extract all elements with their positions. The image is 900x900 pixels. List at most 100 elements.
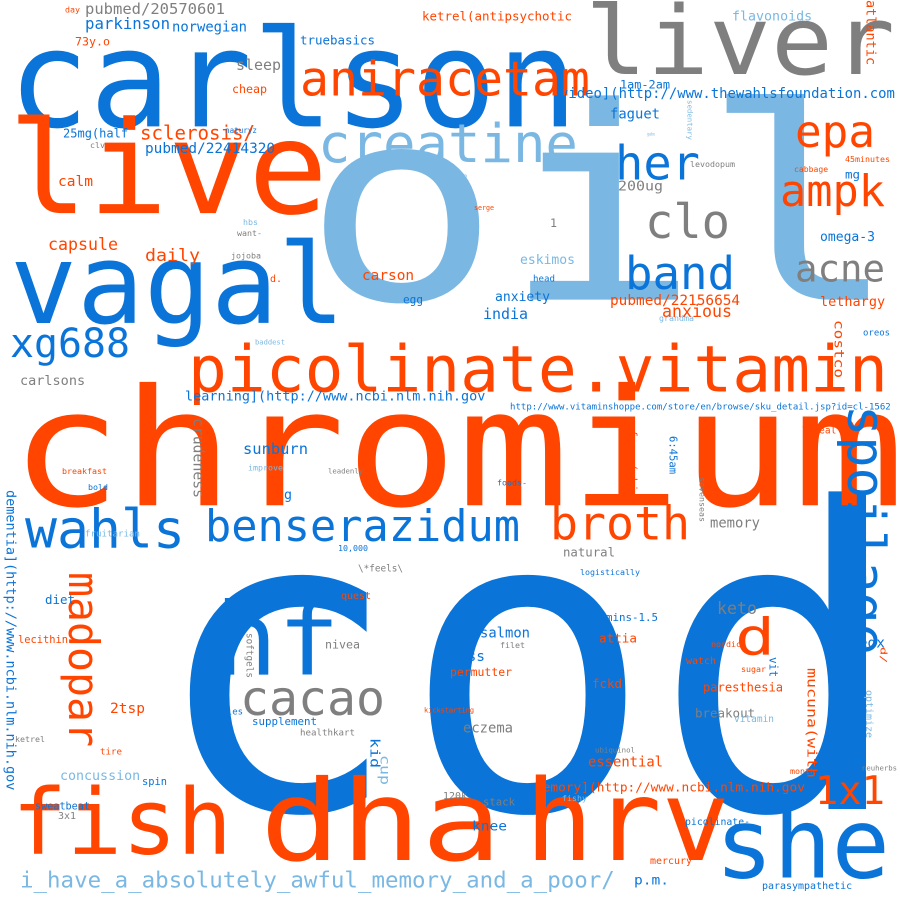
word-17: her [615, 136, 700, 192]
word-6: vagal [10, 220, 345, 350]
word-141: vitamin [734, 713, 775, 725]
word-103: eczema [463, 720, 514, 737]
word-151: month [790, 765, 816, 776]
word-64: mg [845, 168, 861, 182]
word-35: video](http://www.thewahlsfoundation.com [560, 86, 895, 102]
word-148: grandma [659, 312, 695, 323]
word-24: broth [550, 496, 690, 551]
word-105: 2tsp [110, 701, 146, 718]
word-59: carlsons [20, 372, 86, 389]
word-77: improve [248, 462, 284, 473]
word-89: lecithin [18, 633, 69, 646]
word-136: leadenly [328, 466, 364, 476]
word-115: ubiquinol [595, 745, 636, 755]
word-86: fruitarian [85, 529, 140, 540]
word-7: fish [12, 768, 232, 876]
word-110: tire [100, 747, 123, 758]
word-3: carlson [8, 0, 578, 159]
word-74: head [533, 274, 556, 285]
word-65: cabbage [794, 165, 829, 174]
word-94: nordic [711, 638, 742, 649]
word-29: 1x1 [815, 769, 885, 815]
word-85: natural [563, 545, 616, 560]
word-73: india [483, 305, 529, 323]
word-76: sunburn [243, 439, 309, 458]
word-60: faguet [610, 106, 661, 123]
word-23: benserazidum [205, 502, 520, 553]
word-119: sweatbeat [35, 801, 91, 813]
word-137: quest [341, 591, 372, 602]
word-52: clv [90, 139, 106, 150]
word-13: creatine [318, 112, 578, 176]
word-114: essential [588, 754, 664, 771]
word-124: picolinate- [685, 817, 751, 829]
word-45: cheap [232, 82, 268, 97]
word-118: spin [142, 775, 168, 788]
word-15: epa [795, 106, 875, 158]
word-121: stack [483, 795, 516, 809]
word-144: want- [237, 227, 263, 238]
word-91: fckd [592, 675, 623, 691]
word-81: g [284, 487, 293, 503]
word-56: daily [145, 245, 201, 266]
word-140: vit [766, 657, 780, 678]
word-125: mercury [650, 856, 693, 867]
word-102: kickstarting [424, 706, 475, 715]
word-68: oreos [863, 328, 891, 339]
word-131: nivea [325, 638, 361, 652]
word-33: pubmed/22414320 [145, 140, 276, 157]
word-12: aniracetam [300, 51, 590, 108]
word-106: supplement [252, 715, 318, 729]
word-55: capsule [48, 235, 119, 255]
word-19: acne [795, 246, 885, 291]
word-31: dementia](http://www.ncbi.nlm.nih.gov [2, 490, 19, 791]
word-46: ketrel(antipsychotic [422, 9, 573, 24]
word-67: lethargy [820, 293, 886, 310]
word-104: breakout [695, 705, 756, 721]
word-95: tedx [850, 635, 886, 652]
word-66: omega-3 [820, 230, 875, 245]
word-101: paresthesia [703, 680, 784, 695]
word-108: healthkart [300, 728, 355, 739]
word-145: rosita [449, 173, 468, 180]
word-37: memory](http://www.ncbi.nlm.nih.gov [535, 780, 805, 796]
word-139: sevenseas [697, 477, 708, 523]
word-92: keto [717, 599, 758, 619]
word-130: softgels [243, 633, 255, 679]
word-40: parkinson [85, 14, 171, 34]
word-36: learning](http://www.ncbi.nlm.nih.gov [185, 388, 486, 405]
word-99: piss [450, 649, 486, 666]
word-72: anxiety [495, 290, 550, 305]
word-16: ampk [780, 167, 885, 218]
word-78: crudeness [189, 418, 207, 499]
word-8: dha [260, 757, 502, 887]
word-90: salmon [480, 625, 531, 642]
word-5: live [8, 94, 329, 245]
word-80: bold [88, 481, 109, 492]
word-109: ketrel [15, 733, 46, 744]
word-11: picolinate.vitamin [188, 332, 888, 408]
word-69: costco [830, 320, 846, 379]
word-34: pubmed/22156654 [610, 292, 741, 309]
word-134: \*feels\ [358, 563, 404, 575]
word-116: mucuna(with [803, 668, 819, 779]
word-149: gabe [647, 131, 656, 137]
word-127: parasympathetic [762, 881, 853, 892]
word-2: chromium [10, 355, 900, 545]
word-153: 1 [550, 216, 558, 231]
word-147: baddest [255, 337, 285, 347]
word-22: wahls [25, 498, 185, 561]
word-126: p.m. [634, 873, 670, 889]
word-113: cup [376, 755, 392, 786]
word-146: serge [474, 204, 495, 213]
word-100: permutter [450, 664, 512, 679]
word-117: optimize [863, 690, 874, 739]
word-93: 40mins-1.5 [593, 611, 659, 625]
word-39: sclerosis/ [140, 121, 255, 145]
word-0: cod [150, 421, 900, 900]
word-57: jojoba [231, 250, 262, 261]
word-44: sleep [236, 56, 282, 74]
word-143: hbs [243, 216, 259, 227]
word-38: http://www.vitaminshoppe.com/store/en/br… [510, 402, 891, 413]
